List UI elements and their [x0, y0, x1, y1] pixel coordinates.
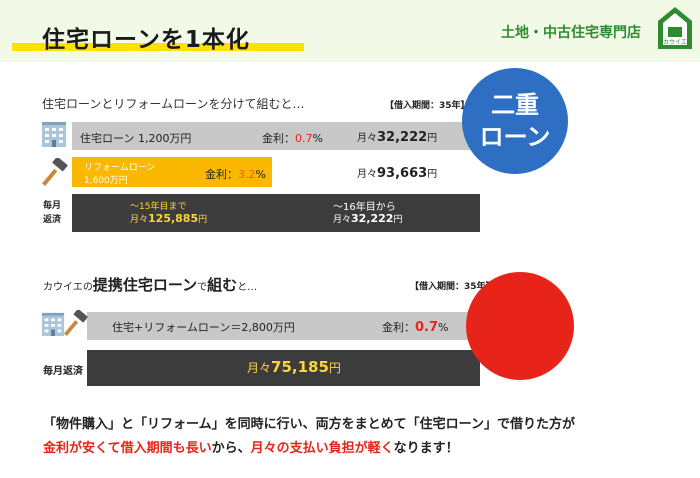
single-loan-badge-line2: 一本化: [484, 328, 556, 356]
hammer-icon: [42, 158, 68, 186]
combined-repayment-bar: [87, 350, 480, 386]
conclusion-line2: 金利が安くて借入期間も長いから、月々の支払い負担が軽くなります！: [43, 441, 459, 456]
housing-loan-bar: [72, 122, 475, 150]
double-loan-badge-line2: ローン: [479, 123, 551, 151]
reform-loan-monthly: 月々93,663円: [357, 166, 438, 181]
building-icon: [41, 312, 65, 336]
building-icon: [42, 122, 66, 147]
section1-period: 【借入期間：35年】: [385, 101, 470, 111]
page-title: 住宅ローンを1本化: [42, 27, 250, 53]
section1-heading: 住宅ローンとリフォームローンを分けて組むと…: [42, 97, 305, 111]
double-loan-badge: 二重 ローン: [462, 68, 568, 174]
combined-repay-label: 毎月返済: [43, 366, 83, 377]
repay-label-line2: 返済: [43, 215, 62, 225]
reform-loan-amount: 1,600万円: [84, 176, 128, 186]
phase1-monthly: 月々125,885円: [130, 212, 208, 225]
conclusion-line1: 「物件購入」と「リフォーム」を同時に行い、両方をまとめて「住宅ローン」で借りた方…: [43, 417, 575, 432]
hammer-icon: [63, 310, 88, 337]
repay-label-line1: 毎月: [43, 201, 62, 211]
reform-loan-label: リフォームローン: [84, 163, 156, 173]
section2-heading: カウイエの提携住宅ローンで組むと…: [43, 276, 258, 294]
reform-loan-bar: [72, 157, 272, 187]
monthly-repayment-bar: [72, 194, 480, 232]
brand-name: 土地・中古住宅専門店: [501, 25, 641, 41]
single-loan-badge-line1: ローン: [484, 296, 556, 324]
single-loan-badge: ローン 一本化: [466, 272, 574, 380]
double-loan-badge-line1: 二重: [491, 91, 539, 119]
combined-loan-label: 住宅+リフォームローン＝2,800万円: [112, 321, 295, 334]
housing-loan-rate: 金利：0.7%: [262, 132, 323, 145]
title-underline: [12, 43, 304, 51]
header-band: [0, 0, 700, 62]
logo-text: カウイエ: [663, 38, 687, 46]
combined-monthly: 月々75,185円: [247, 358, 341, 376]
section2-period: 【借入期間：35年】: [410, 282, 495, 292]
phase2-monthly: 月々32,222円: [333, 212, 403, 225]
phase1-label: ～15年目まで: [130, 202, 187, 212]
housing-loan-label: 住宅ローン 1,200万円: [80, 132, 192, 145]
phase2-label: ～16年目から: [333, 202, 396, 213]
combined-loan-bar: [87, 312, 480, 340]
logo-house-icon: カウイエ: [658, 7, 692, 49]
reform-loan-rate: 金利：3.2%: [205, 168, 266, 181]
housing-loan-monthly: 月々32,222円: [357, 130, 438, 145]
combined-loan-rate: 金利：0.7%: [382, 320, 449, 335]
